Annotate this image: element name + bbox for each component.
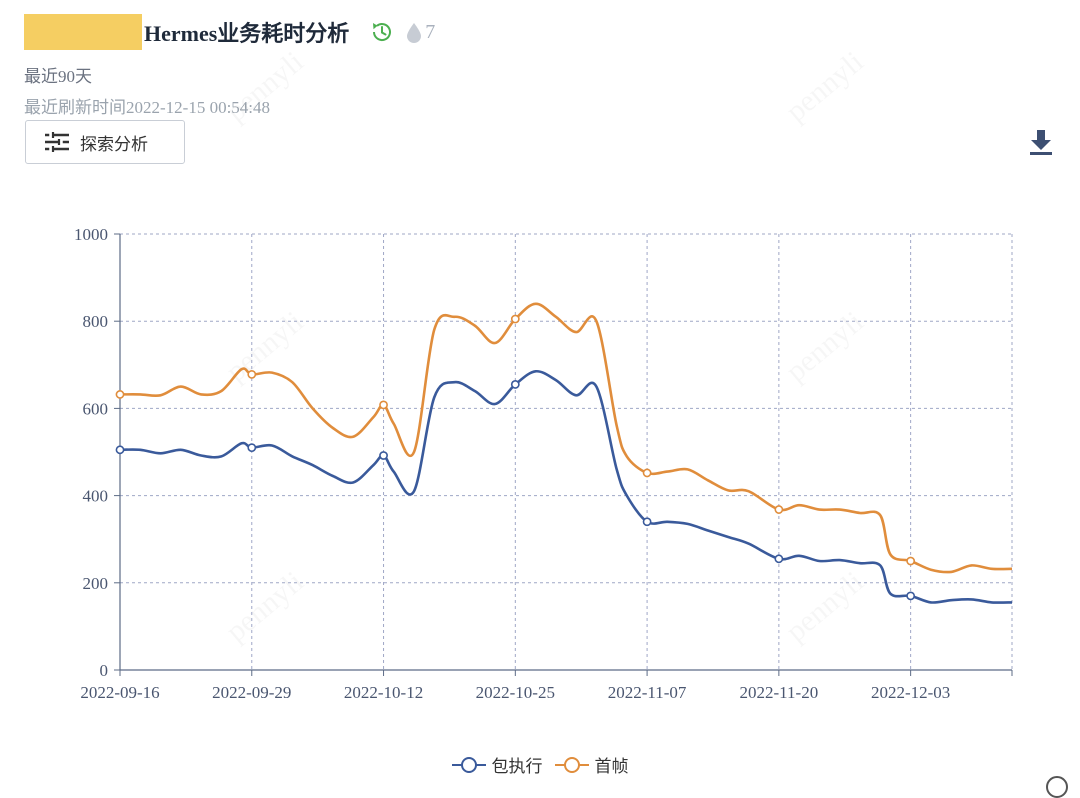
series-line-2	[119, 302, 1013, 574]
watermark: pennyli	[780, 45, 871, 129]
data-point	[906, 591, 916, 601]
x-tick-label: 2022-10-25	[476, 683, 555, 702]
page-title: Hermes业务耗时分析	[144, 21, 350, 46]
y-tick-label: 1000	[74, 225, 108, 244]
redacted-block	[24, 14, 142, 50]
explore-analysis-button[interactable]: 探索分析	[25, 120, 185, 164]
views-count: 7	[425, 20, 436, 43]
legend-series2-marker	[554, 756, 589, 773]
time-range-label: 最近90天	[24, 67, 92, 86]
y-tick-label: 0	[100, 661, 109, 680]
data-point	[510, 380, 520, 389]
series-line-1	[119, 369, 1013, 604]
data-point	[774, 554, 784, 564]
x-tick-label: 2022-11-07	[608, 683, 687, 702]
history-icon[interactable]	[369, 19, 395, 45]
x-tick-label: 2022-09-16	[80, 683, 159, 702]
refresh-time-label: 最近刷新时间2022-12-15 00:54:48	[24, 98, 271, 117]
data-point	[379, 451, 388, 460]
chart-legend: 包执行 首帧	[0, 752, 1080, 777]
legend-series2-label: 首帧	[594, 757, 629, 777]
data-point	[642, 468, 652, 478]
dashboard-header: Hermes业务耗时分析 7	[24, 12, 435, 52]
x-tick-label: 2022-12-03	[871, 683, 950, 702]
x-tick-label: 2022-09-29	[212, 683, 291, 702]
y-tick-label: 800	[83, 312, 109, 331]
data-point	[247, 369, 257, 379]
data-point	[247, 443, 257, 453]
y-tick-label: 400	[83, 487, 109, 506]
drop-icon	[407, 23, 422, 43]
download-icon[interactable]	[1028, 128, 1054, 156]
y-tick-label: 200	[83, 574, 109, 593]
data-point	[510, 314, 520, 324]
legend-series1-marker	[451, 756, 486, 773]
line-chart: 0 200 400 600 800 1000 2022-09-16 2022-09-29 202…	[74, 225, 1013, 702]
explore-button-label: 探索分析	[80, 134, 148, 155]
x-tick-label: 2022-11-20	[740, 683, 819, 702]
x-tick-label: 2022-10-12	[344, 683, 423, 702]
data-point	[115, 390, 125, 399]
data-point	[379, 400, 388, 410]
data-point	[115, 445, 125, 455]
y-tick-label: 600	[83, 399, 109, 418]
legend-item-series1[interactable]: 包执行	[451, 752, 543, 777]
data-point	[906, 556, 916, 566]
data-point	[774, 505, 784, 514]
data-point	[642, 517, 652, 527]
sliders-icon	[45, 132, 69, 152]
corner-circle-icon	[1046, 776, 1068, 798]
legend-item-series2[interactable]: 首帧	[554, 752, 629, 777]
legend-series1-label: 包执行	[491, 757, 543, 777]
